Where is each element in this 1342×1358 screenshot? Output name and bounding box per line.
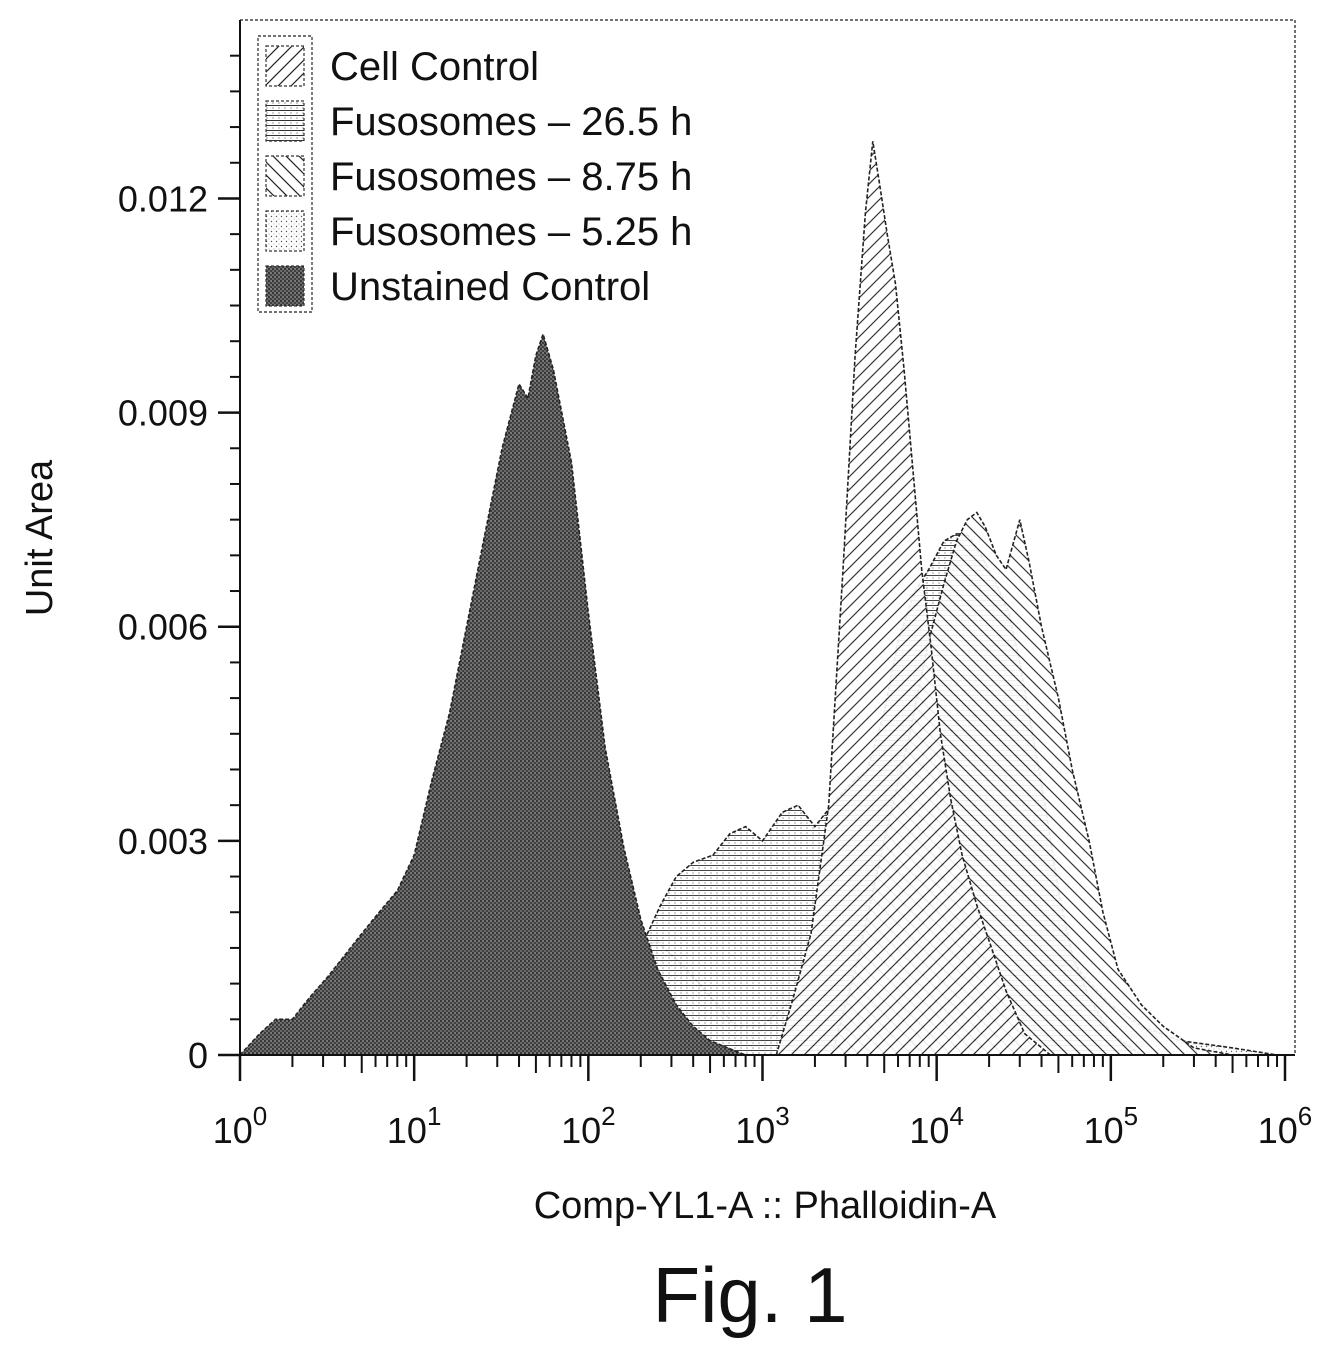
legend-label: Fusosomes – 26.5 h: [330, 100, 692, 144]
legend-label: Unstained Control: [330, 265, 650, 309]
y-axis-ticks: 0 0.003 0.006 0.009 0.012: [118, 54, 240, 1076]
histogram-series-layer: [238, 141, 1278, 1056]
y-tick-label: 0.012: [118, 178, 208, 219]
figure-caption: Fig. 1: [652, 1251, 847, 1339]
legend-label: Fusosomes – 8.75 h: [330, 155, 692, 199]
y-tick-label: 0.009: [118, 393, 208, 434]
legend-label: Fusosomes – 5.25 h: [330, 210, 692, 254]
x-tick-label: 100: [213, 1101, 268, 1151]
series-area-4: [238, 331, 746, 1056]
legend-swatch: [265, 210, 305, 252]
x-tick-label: 102: [561, 1101, 616, 1151]
y-axis-title: Unit Area: [19, 459, 61, 616]
legend-label: Cell Control: [330, 45, 539, 89]
y-tick-label: 0.003: [118, 821, 208, 862]
y-tick-label: 0.006: [118, 607, 208, 648]
y-tick-label: 0: [188, 1035, 208, 1076]
series-area-0: [775, 141, 1053, 1056]
legend-swatch: [265, 155, 305, 197]
x-tick-label: 105: [1084, 1101, 1139, 1151]
x-axis-title: Comp-YL1-A :: Phalloidin-A: [534, 1185, 997, 1227]
legend-swatch: [265, 265, 305, 307]
x-tick-label: 103: [735, 1101, 790, 1151]
legend: Cell Control Fusosomes – 26.5 h Fusosomes …: [257, 35, 692, 313]
x-axis-ticks: 100 101 102 103 104 105 106: [213, 1055, 1313, 1151]
x-tick-label: 106: [1258, 1101, 1313, 1151]
x-tick-label: 104: [909, 1101, 964, 1151]
legend-swatch: [265, 100, 305, 142]
x-tick-label: 101: [387, 1101, 442, 1151]
legend-swatch: [265, 45, 305, 87]
